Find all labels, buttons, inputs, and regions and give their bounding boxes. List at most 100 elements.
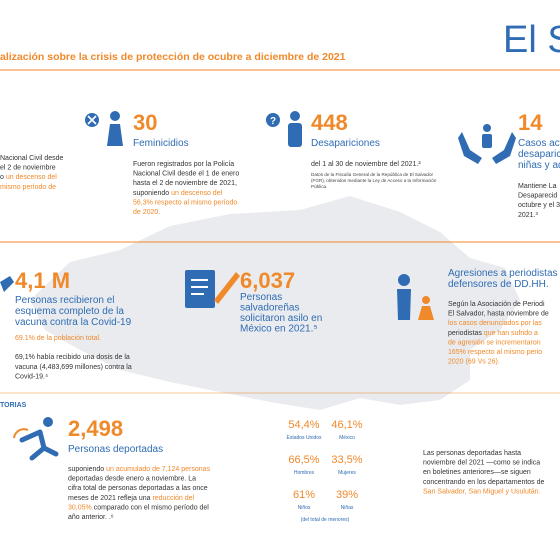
- stat-number: 30: [133, 110, 157, 135]
- stat-label: esquema completo de la: [15, 306, 124, 317]
- text-run: los casos denunciados por las: [448, 320, 542, 327]
- body-text: de 2020.: [133, 209, 160, 216]
- body-text: Las personas deportadas hasta: [423, 450, 521, 457]
- stat-number: 448: [311, 110, 348, 135]
- stat-label: Personas: [240, 292, 282, 303]
- stat-number: 6,037: [240, 268, 295, 293]
- stat-number: 2,498: [68, 416, 123, 441]
- body-text: cifra total de personas deportadas a las…: [68, 485, 208, 492]
- body-text: el 2 de noviembre: [0, 165, 56, 172]
- body-text: San Salvador, San Miguel y Usulután.: [423, 488, 541, 495]
- body-text: Mantiene La: [518, 183, 557, 190]
- stat-value: 61%: [293, 489, 315, 501]
- text-run: 69.1% de la población total.: [15, 335, 101, 342]
- text-run: comparado con el mismo período del: [92, 504, 210, 511]
- text-run: San Salvador, San Miguel y Usulután.: [423, 488, 541, 495]
- body-text: los casos denunciados por las: [448, 320, 542, 327]
- body-text: 2021.³: [518, 212, 539, 219]
- stat-caption: Mujeres: [338, 470, 356, 476]
- note-text: Pública.: [311, 184, 327, 189]
- stat-label: Personas recibieron el: [15, 295, 115, 306]
- body-text: deportadas desde enero a noviembre. La: [68, 476, 196, 483]
- header-title: alización sobre la crisis de protección …: [0, 51, 346, 63]
- body-text: Desaparecid: [518, 193, 557, 200]
- text-run: meses de 2021 refleja una: [68, 495, 152, 502]
- body-text: noviembre del 2021 —como se indica: [423, 460, 540, 467]
- body-text: octubre y el 3: [518, 202, 560, 209]
- stat-value: 54,4%: [288, 419, 319, 431]
- body-text: 165% respecto al mismo perio: [448, 349, 542, 356]
- note-text: Datos de la Fiscalía General de la Repúb…: [311, 172, 434, 177]
- body-text: Nacional Civil desde el 1 de enero: [133, 171, 239, 178]
- stat-label: México en 2021.⁵: [240, 324, 318, 335]
- body-text: en boletines anteriores—se siguen: [423, 469, 531, 476]
- svg-text:?: ?: [270, 116, 276, 127]
- text-run: de agresión se incrementaron: [448, 339, 541, 346]
- body-text: Covid-19.⁴: [15, 373, 48, 380]
- body-text: o un descenso del: [0, 174, 57, 181]
- text-run: de 2020.: [133, 209, 160, 216]
- stat-label: Feminicidios: [133, 138, 189, 149]
- stat-label: desaparic: [518, 149, 560, 160]
- stat-footnote: (del total de menores): [301, 517, 350, 523]
- stat-value: 33,5%: [331, 454, 362, 466]
- body-text: meses de 2021 refleja una reducción del: [68, 495, 195, 502]
- text-run: suponiendo: [68, 466, 106, 473]
- stat-caption: Estados Unidos: [286, 435, 322, 441]
- body-text: mismo período de: [0, 184, 56, 191]
- text-run: que han sufrido a: [482, 330, 538, 337]
- stat-label: salvadoreñas: [240, 303, 299, 314]
- stat-caption: Niños: [298, 505, 311, 511]
- stat-number: 14: [518, 110, 543, 135]
- body-text: concentrando en los departamentos de: [423, 479, 545, 486]
- text-run: periodistas: [448, 330, 482, 337]
- body-text: Según la Asociación de Periodi: [448, 301, 545, 308]
- body-text: 30,05% comparado con el mismo período de…: [68, 504, 209, 511]
- stat-label: Personas deportadas: [68, 444, 163, 455]
- stat-label: Agresiones a periodistas: [448, 268, 558, 279]
- stat-caption: Niñas: [341, 505, 354, 511]
- stat-label: niñas y ad: [518, 160, 560, 171]
- body-text: El Salvador, hasta noviembre de: [448, 311, 549, 318]
- text-run: suponiendo: [133, 190, 171, 197]
- stat-label: Casos act: [518, 138, 560, 149]
- brand: El S: [503, 19, 560, 61]
- text-run: 30,05%: [68, 504, 92, 511]
- stat-caption: Hombres: [294, 470, 315, 476]
- text-run: 2020 (69 Vs 26).: [448, 359, 500, 366]
- stat-value: 39%: [336, 489, 358, 501]
- text-run: reducción del: [152, 495, 194, 502]
- stat-label: solicitaron asilo en: [240, 313, 322, 324]
- section-title: TORIAS: [0, 402, 27, 409]
- text-run: 165% respecto al mismo perio: [448, 349, 542, 356]
- stat-caption: México: [339, 435, 355, 441]
- body-text: 56,3% respecto al mismo período: [133, 199, 237, 206]
- stat-number: 4,1 M: [15, 268, 70, 293]
- body-text: suponiendo un descenso del: [133, 190, 223, 197]
- stat-label: defensores de DD.HH.: [448, 279, 549, 290]
- text-run: 56,3% respecto al mismo período: [133, 199, 237, 206]
- body-text: Nacional Civil desde: [0, 155, 64, 162]
- stat-value: 66,5%: [288, 454, 319, 466]
- body-text: 69,1% había recibido una dosis de la: [15, 354, 130, 361]
- body-text: año anterior. .⁶: [68, 514, 114, 521]
- icons: ?: [0, 111, 516, 461]
- stat-value: 46,1%: [331, 419, 362, 431]
- body-text: periodistas que han sufrido a: [448, 330, 538, 337]
- text-run: un acumulado de 7,124 personas: [106, 466, 210, 473]
- body-text: suponiendo un acumulado de 7,124 persona…: [68, 466, 211, 473]
- body-text: de agresión se incrementaron: [448, 339, 541, 346]
- text-run: o: [0, 174, 6, 181]
- body-text: hasta el 2 de noviembre de 2021,: [133, 180, 237, 187]
- body-text: vacuna (4,483,699 millones) contra la: [15, 364, 132, 371]
- stat-label: vacuna contra la Covid-19: [15, 317, 132, 328]
- text-run: un descenso del: [6, 174, 57, 181]
- note-text: (FGR), obtenidos mediante la Ley de Acce…: [311, 178, 437, 183]
- text-run: un descenso del: [171, 190, 222, 197]
- map-background: [30, 196, 520, 410]
- body-text: 2020 (69 Vs 26).: [448, 359, 500, 366]
- body-text: 69.1% de la población total.: [15, 335, 101, 342]
- body-text: del 1 al 30 de noviembre del 2021.²: [311, 161, 421, 168]
- stat-label: Desapariciones: [311, 138, 380, 149]
